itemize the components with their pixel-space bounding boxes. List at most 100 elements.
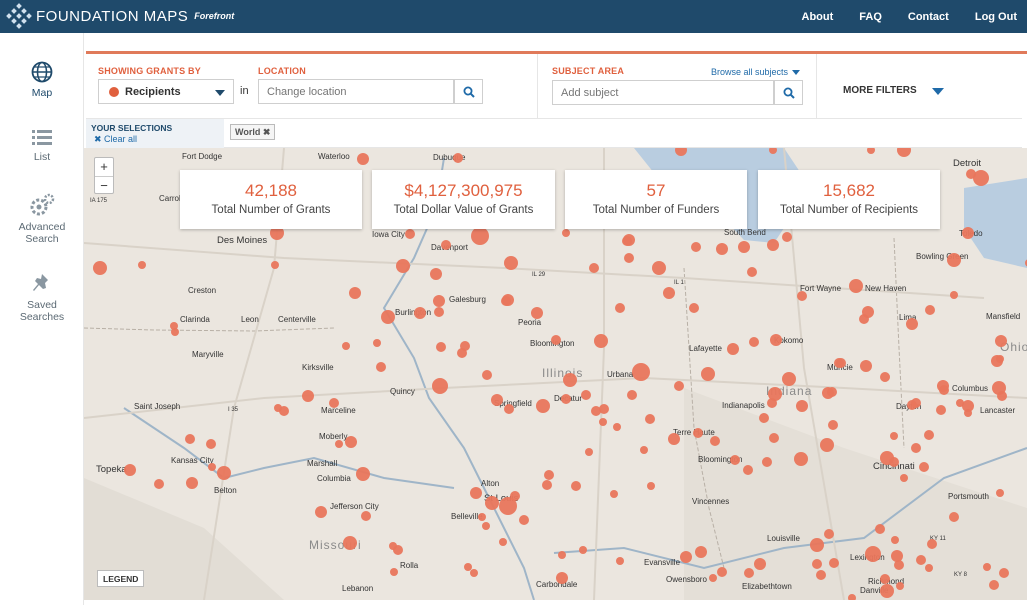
recipient-marker[interactable]: [860, 360, 872, 372]
recipient-marker[interactable]: [594, 334, 608, 348]
recipient-marker[interactable]: [827, 387, 837, 397]
recipient-marker[interactable]: [544, 470, 554, 480]
recipient-marker[interactable]: [730, 455, 740, 465]
recipient-marker[interactable]: [956, 399, 964, 407]
recipient-marker[interactable]: [501, 296, 511, 306]
recipient-marker[interactable]: [381, 310, 395, 324]
recipient-marker[interactable]: [824, 529, 834, 539]
recipient-marker[interactable]: [865, 546, 881, 562]
recipient-marker[interactable]: [767, 239, 779, 251]
recipient-marker[interactable]: [927, 539, 937, 549]
recipient-marker[interactable]: [880, 372, 890, 382]
recipient-marker[interactable]: [581, 390, 591, 400]
recipient-marker[interactable]: [891, 536, 899, 544]
recipient-marker[interactable]: [335, 440, 343, 448]
recipient-marker[interactable]: [896, 582, 904, 590]
recipient-marker[interactable]: [995, 335, 1007, 347]
recipient-marker[interactable]: [124, 464, 136, 476]
recipient-marker[interactable]: [206, 439, 216, 449]
recipient-marker[interactable]: [836, 358, 846, 368]
recipient-marker[interactable]: [405, 229, 415, 239]
recipient-marker[interactable]: [880, 584, 894, 598]
recipient-marker[interactable]: [762, 457, 772, 467]
recipient-marker[interactable]: [453, 153, 463, 163]
recipient-marker[interactable]: [562, 229, 570, 237]
recipient-marker[interactable]: [1025, 259, 1027, 267]
recipient-marker[interactable]: [270, 226, 284, 240]
recipient-marker[interactable]: [645, 414, 655, 424]
recipient-marker[interactable]: [900, 474, 908, 482]
recipient-marker[interactable]: [675, 148, 687, 156]
recipient-marker[interactable]: [744, 568, 754, 578]
recipient-marker[interactable]: [315, 506, 327, 518]
recipient-marker[interactable]: [747, 267, 757, 277]
recipient-marker[interactable]: [997, 391, 1007, 401]
location-input[interactable]: [258, 79, 454, 104]
recipient-marker[interactable]: [464, 563, 472, 571]
recipient-marker[interactable]: [138, 261, 146, 269]
zoom-in-button[interactable]: +: [100, 159, 108, 174]
recipient-marker[interactable]: [924, 430, 934, 440]
recipient-marker[interactable]: [674, 381, 684, 391]
recipient-marker[interactable]: [485, 496, 499, 510]
recipient-marker[interactable]: [302, 390, 314, 402]
recipient-marker[interactable]: [862, 306, 874, 318]
recipient-marker[interactable]: [820, 438, 834, 452]
recipient-marker[interactable]: [616, 557, 624, 565]
recipient-marker[interactable]: [436, 342, 446, 352]
recipient-marker[interactable]: [376, 362, 386, 372]
recipient-marker[interactable]: [911, 443, 921, 453]
recipient-marker[interactable]: [880, 574, 890, 584]
recipient-marker[interactable]: [591, 406, 601, 416]
recipient-marker[interactable]: [571, 481, 581, 491]
recipient-marker[interactable]: [738, 241, 750, 253]
recipient-marker[interactable]: [478, 513, 486, 521]
recipient-marker[interactable]: [919, 462, 929, 472]
recipient-marker[interactable]: [414, 307, 426, 319]
recipient-marker[interactable]: [989, 580, 999, 590]
recipient-marker[interactable]: [936, 405, 946, 415]
recipient-marker[interactable]: [556, 572, 568, 584]
recipient-marker[interactable]: [208, 463, 216, 471]
recipient-marker[interactable]: [434, 307, 444, 317]
subject-input[interactable]: [552, 80, 774, 105]
recipient-marker[interactable]: [356, 467, 370, 481]
remove-tag-icon[interactable]: ✖: [262, 127, 271, 137]
recipient-marker[interactable]: [274, 404, 282, 412]
recipient-marker[interactable]: [710, 436, 720, 446]
recipient-marker[interactable]: [937, 380, 949, 392]
recipient-marker[interactable]: [962, 227, 974, 239]
recipient-marker[interactable]: [867, 148, 875, 154]
recipient-marker[interactable]: [93, 261, 107, 275]
recipient-marker[interactable]: [950, 291, 958, 299]
recipient-marker[interactable]: [361, 511, 371, 521]
recipient-marker[interactable]: [271, 261, 279, 269]
recipient-marker[interactable]: [599, 418, 607, 426]
recipient-marker[interactable]: [491, 394, 503, 406]
recipient-marker[interactable]: [911, 398, 921, 408]
recipient-marker[interactable]: [647, 482, 655, 490]
recipient-marker[interactable]: [983, 563, 991, 571]
recipient-marker[interactable]: [504, 256, 518, 270]
recipient-marker[interactable]: [754, 558, 766, 570]
zoom-out-button[interactable]: −: [95, 176, 113, 194]
recipient-marker[interactable]: [695, 546, 707, 558]
recipient-marker[interactable]: [186, 477, 198, 489]
recipient-marker[interactable]: [624, 253, 634, 263]
recipient-marker[interactable]: [701, 367, 715, 381]
recipient-marker[interactable]: [599, 404, 609, 414]
recipient-marker[interactable]: [615, 303, 625, 313]
recipient-marker[interactable]: [430, 268, 442, 280]
recipient-marker[interactable]: [457, 348, 467, 358]
nav-about-link[interactable]: About: [801, 10, 834, 23]
recipient-marker[interactable]: [627, 390, 637, 400]
recipient-marker[interactable]: [796, 400, 808, 412]
recipient-marker[interactable]: [949, 512, 959, 522]
recipient-marker[interactable]: [441, 240, 451, 250]
recipient-marker[interactable]: [925, 564, 933, 572]
recipient-marker[interactable]: [470, 487, 482, 499]
recipient-marker[interactable]: [875, 524, 885, 534]
recipient-marker[interactable]: [585, 448, 593, 456]
recipient-marker[interactable]: [717, 567, 727, 577]
recipient-marker[interactable]: [966, 169, 976, 179]
